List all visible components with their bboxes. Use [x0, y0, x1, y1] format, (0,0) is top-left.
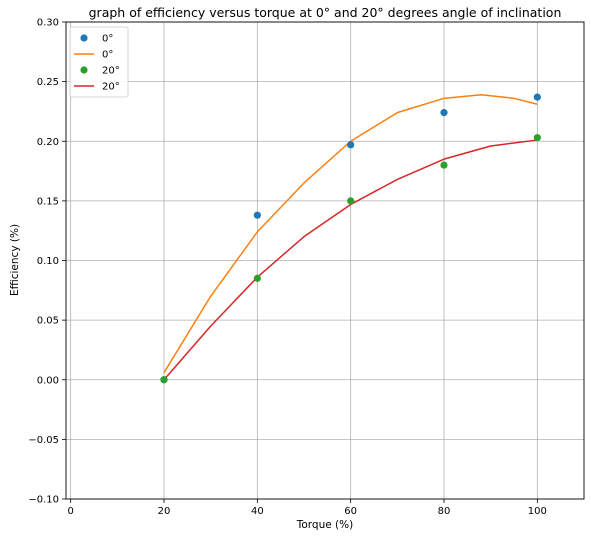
scatter-point-series-2: [533, 134, 541, 142]
y-tick-label: 0.05: [37, 316, 59, 327]
y-tick-label: −0.10: [28, 495, 59, 506]
scatter-point-series-0: [347, 141, 355, 149]
legend-label-1: 0°: [102, 50, 113, 61]
y-tick-label: 0.10: [37, 256, 59, 267]
y-tick-label: 0.20: [37, 137, 59, 148]
scatter-point-series-2: [160, 376, 168, 384]
scatter-point-series-0: [253, 211, 261, 219]
x-tick-label: 100: [528, 506, 547, 517]
scatter-point-series-2: [440, 161, 448, 169]
legend-label-3: 20°: [102, 82, 120, 93]
x-tick-label: 80: [438, 506, 451, 517]
scatter-point-series-2: [347, 197, 355, 205]
y-tick-label: 0.25: [37, 77, 59, 88]
legend-frame: [69, 26, 129, 98]
y-tick-label: 0.00: [37, 375, 59, 386]
x-tick-label: 20: [158, 506, 171, 517]
legend-label-2: 20°: [102, 66, 120, 77]
x-axis-label: Torque (%): [296, 519, 353, 531]
y-tick-label: 0.15: [37, 196, 59, 207]
series-line-1: [163, 93, 538, 373]
scatter-point-series-0: [533, 93, 541, 101]
legend: 0° 0° 20° 20°: [69, 26, 129, 98]
y-tick-label: −0.05: [28, 435, 59, 446]
series-layer: [160, 93, 541, 384]
x-tick-label: 40: [251, 506, 264, 517]
legend-label-0: 0°: [102, 34, 113, 45]
ticks: 0 20 40 60 80 100 −0.10 −0.05 0.00 0.05 0.10 0.15 0.…: [28, 18, 547, 518]
scatter-point-series-0: [440, 109, 448, 117]
x-tick-label: 0: [67, 506, 73, 517]
scatter-point-series-2: [253, 274, 261, 282]
x-tick-label: 60: [344, 506, 357, 517]
y-axis-label: Efficiency (%): [9, 224, 21, 296]
y-tick-label: 0.30: [37, 18, 59, 29]
legend-marker-0: [80, 34, 88, 42]
chart-title: graph of efficiency versus torque at 0° …: [89, 5, 562, 20]
legend-marker-2: [80, 66, 88, 74]
